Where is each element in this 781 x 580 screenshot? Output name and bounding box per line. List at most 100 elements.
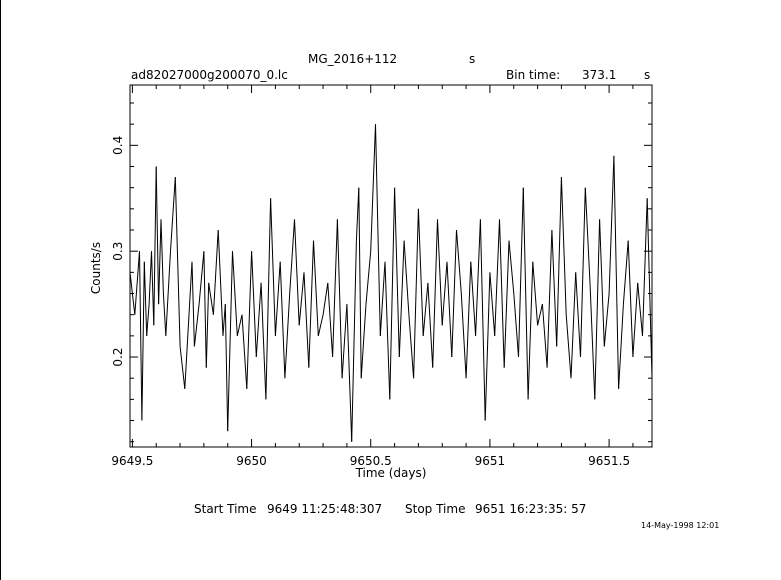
- series-segment: [265, 198, 272, 400]
- series-segment: [246, 251, 253, 389]
- series-segment: [227, 251, 233, 432]
- series-segment: [389, 187, 396, 400]
- series-segment: [298, 272, 305, 326]
- series-segment: [155, 166, 160, 305]
- series-segment: [224, 304, 229, 432]
- series-segment: [208, 282, 214, 315]
- series-segment: [618, 304, 624, 389]
- series-segment: [279, 261, 286, 379]
- series-segment: [270, 198, 276, 336]
- tick-labels: 9649.5 9650 9650.5 9651 9651.5 0.2 0.3 0.4: [111, 136, 630, 468]
- series-segment: [274, 261, 281, 336]
- series-segment: [179, 346, 186, 389]
- y-tick-label: 0.2: [111, 347, 125, 366]
- series-segment: [189, 261, 193, 305]
- title-unit: s: [469, 52, 476, 66]
- series-segment: [141, 261, 145, 421]
- series-segment: [370, 124, 376, 252]
- series-segment: [599, 219, 605, 347]
- series-segment: [375, 124, 381, 336]
- series-segment: [499, 219, 505, 368]
- series-segment: [313, 240, 319, 336]
- series-segment: [479, 219, 486, 421]
- series-segment: [341, 304, 348, 379]
- file-name: ad82027000g200070_0.lc: [131, 68, 288, 82]
- series-segment: [165, 251, 171, 336]
- series-segment: [162, 293, 167, 336]
- series-segment: [451, 229, 457, 358]
- series-segment: [289, 219, 295, 294]
- series-segment: [642, 198, 648, 336]
- series-segment: [432, 219, 438, 368]
- series-segment: [627, 240, 634, 358]
- x-axis-label: Time (days): [355, 466, 427, 480]
- series-segment: [148, 251, 152, 305]
- y-tick-label: 0.3: [111, 242, 125, 261]
- series-segment: [143, 261, 148, 336]
- series-segment: [241, 314, 248, 389]
- series-segment: [446, 261, 453, 358]
- plot-frame: [129, 84, 653, 448]
- stop-time-label: Stop Time: [405, 502, 466, 516]
- series-segment: [174, 177, 181, 347]
- series-segment: [646, 198, 653, 379]
- series-segment: [489, 272, 496, 336]
- y-tick-label: 0.4: [111, 136, 125, 155]
- start-time-label: Start Time: [194, 502, 257, 516]
- series-segment: [317, 314, 324, 337]
- series-segment: [637, 282, 643, 336]
- series-segment: [632, 282, 639, 358]
- series-segment: [494, 219, 500, 336]
- series-segment: [532, 261, 539, 326]
- series-segment: [134, 251, 140, 315]
- series-segment: [251, 251, 257, 358]
- series-segment: [417, 208, 424, 336]
- series-segment: [198, 251, 205, 305]
- series-segment: [560, 177, 567, 315]
- series-segment: [294, 219, 300, 326]
- series-segment: [160, 219, 164, 294]
- bin-time-value: 373.1: [582, 68, 617, 82]
- series-segment: [508, 240, 515, 294]
- series-segment: [537, 303, 543, 326]
- series-segment: [398, 240, 405, 358]
- series-segment: [408, 314, 415, 379]
- x-tick-label: 9651.5: [588, 454, 630, 468]
- series-segment: [622, 240, 629, 305]
- series-segment: [129, 272, 136, 315]
- series-segment: [191, 261, 195, 347]
- series-line: [129, 124, 653, 442]
- series-segment: [355, 187, 360, 241]
- bin-time-unit: s: [644, 68, 651, 82]
- series-segment: [551, 229, 558, 347]
- x-tick-label: 9649.5: [111, 454, 153, 468]
- series-segment: [379, 261, 386, 336]
- series-segment: [603, 293, 610, 347]
- series-segment: [358, 187, 362, 379]
- series-segment: [441, 261, 448, 326]
- series-segment: [565, 314, 572, 379]
- series-segment: [503, 240, 510, 368]
- series-segment: [460, 293, 467, 379]
- series-segment: [541, 304, 548, 368]
- x-tick-label: 9651: [475, 454, 506, 468]
- series-segment: [170, 177, 176, 252]
- series-segment: [139, 251, 143, 421]
- window-edge: [0, 0, 1, 580]
- series-segment: [322, 282, 329, 315]
- x-tick-label: 9650.5: [350, 454, 392, 468]
- series-segment: [153, 166, 157, 326]
- series-segment: [403, 240, 410, 315]
- series-segment: [570, 272, 577, 379]
- series-segment: [146, 304, 150, 336]
- series-segment: [151, 251, 155, 326]
- series-segment: [422, 282, 429, 336]
- series-segment: [527, 261, 534, 400]
- x-tick-label: 9650: [236, 454, 267, 468]
- series-segment: [260, 282, 267, 400]
- series-segment: [613, 155, 620, 389]
- series-segment: [158, 219, 162, 305]
- series-segment: [384, 261, 391, 400]
- series-segment: [193, 304, 200, 347]
